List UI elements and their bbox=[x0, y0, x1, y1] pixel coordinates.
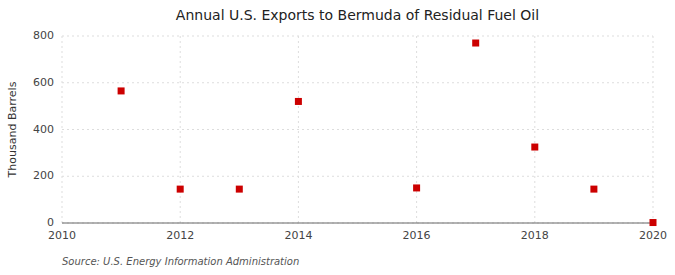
data-point bbox=[295, 98, 302, 105]
data-point bbox=[118, 87, 125, 94]
chart-title: Annual U.S. Exports to Bermuda of Residu… bbox=[176, 7, 539, 23]
y-tick-label: 0 bbox=[47, 216, 54, 229]
y-tick-label: 600 bbox=[33, 76, 54, 89]
y-grid-line bbox=[62, 223, 653, 224]
x-tick-label: 2020 bbox=[639, 229, 667, 242]
data-point bbox=[177, 186, 184, 193]
x-grid-line bbox=[416, 36, 417, 223]
y-grid-line bbox=[62, 129, 653, 130]
y-tick-label: 800 bbox=[33, 29, 54, 42]
x-grid-line bbox=[62, 36, 63, 223]
data-point bbox=[236, 186, 243, 193]
x-grid-line bbox=[298, 36, 299, 223]
points bbox=[118, 40, 657, 227]
data-point bbox=[590, 186, 597, 193]
chart-container: 0 200 400 600 800 2010 2012 2014 2016 2018 2020 Ann… bbox=[0, 0, 675, 275]
y-grid-line bbox=[62, 36, 653, 37]
y-grid-line bbox=[62, 82, 653, 83]
x-grid-line bbox=[653, 36, 654, 223]
x-axis-line bbox=[62, 223, 653, 224]
data-point bbox=[531, 144, 538, 151]
x-tick-label: 2012 bbox=[166, 229, 194, 242]
data-point bbox=[413, 184, 420, 191]
x-tick-label: 2018 bbox=[521, 229, 549, 242]
y-grid-line bbox=[62, 176, 653, 177]
source-note: Source: U.S. Energy Information Administ… bbox=[62, 256, 299, 267]
chart-svg: 0 200 400 600 800 2010 2012 2014 2016 2018 2020 Ann… bbox=[0, 0, 675, 275]
y-axis-label: Thousand Barrels bbox=[6, 81, 19, 178]
x-tick-label: 2010 bbox=[48, 229, 76, 242]
y-tick-label: 400 bbox=[33, 123, 54, 136]
data-point bbox=[650, 219, 657, 226]
grid bbox=[62, 36, 653, 223]
data-point bbox=[472, 40, 479, 47]
y-tick-label: 200 bbox=[33, 169, 54, 182]
x-grid-line bbox=[180, 36, 181, 223]
x-tick-label: 2014 bbox=[284, 229, 312, 242]
x-tick-label: 2016 bbox=[403, 229, 431, 242]
x-grid-line bbox=[534, 36, 535, 223]
